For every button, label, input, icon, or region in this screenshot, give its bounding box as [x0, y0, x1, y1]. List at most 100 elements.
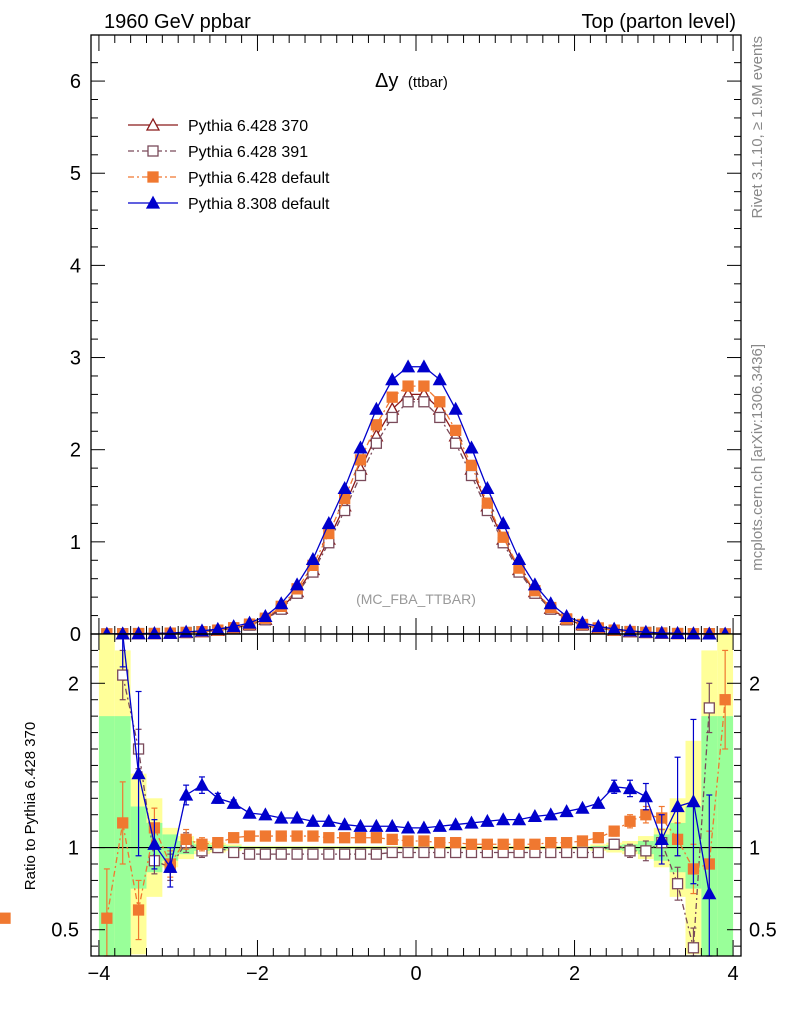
- data-point-marker: [354, 832, 367, 844]
- data-point-marker: [686, 794, 701, 808]
- plot-title-main: Δy: [375, 70, 398, 92]
- legend-label: Pythia 6.428 default: [188, 170, 330, 187]
- data-point-marker: [686, 626, 701, 640]
- data-point-marker: [228, 832, 240, 844]
- data-point-marker: [591, 619, 606, 633]
- data-point-marker: [337, 481, 352, 495]
- data-point-marker: [481, 838, 493, 850]
- data-point-marker: [418, 835, 430, 847]
- legend-entry: Pythia 6.428 default: [128, 170, 330, 187]
- data-point-marker: [228, 846, 240, 859]
- data-point-marker: [400, 820, 416, 834]
- data-point-marker: [624, 815, 636, 827]
- header-right-label: Top (parton level): [581, 11, 736, 33]
- data-point-marker: [242, 805, 257, 819]
- data-point-marker: [290, 810, 305, 824]
- data-point-marker: [543, 596, 558, 610]
- data-point-marker: [465, 459, 478, 472]
- data-point-marker: [242, 615, 257, 629]
- data-point-marker: [369, 401, 384, 415]
- data-point-marker: [243, 830, 256, 842]
- plot-title-suffix: (ttbar): [408, 74, 448, 91]
- data-point-marker: [370, 848, 383, 860]
- data-point-marker: [402, 380, 414, 392]
- ratio-uncertainty-bands: [98, 634, 734, 956]
- data-point-marker: [354, 848, 367, 860]
- data-point-marker: [274, 810, 289, 824]
- data-point-marker: [291, 848, 303, 860]
- data-point-marker: [275, 830, 287, 842]
- main-axis-ticks: 0 1 2 3 4 5 6: [70, 35, 741, 646]
- data-point-marker: [432, 372, 447, 386]
- data-point-marker: [576, 846, 589, 859]
- x-tick-label: 2: [569, 963, 580, 985]
- data-point-marker: [608, 825, 620, 837]
- data-point-marker: [402, 396, 414, 408]
- data-point-marker: [259, 848, 272, 860]
- data-point-marker: [670, 799, 685, 813]
- data-point-marker: [323, 537, 335, 549]
- x-axis-tick-labels: −4 −2 0 2 4: [88, 963, 739, 985]
- data-point-marker: [386, 846, 398, 859]
- data-point-marker: [339, 504, 351, 517]
- data-point-marker: [529, 838, 541, 850]
- data-point-marker: [0, 912, 11, 924]
- plot-title: Δy (ttbar): [375, 70, 448, 92]
- data-point-marker: [147, 171, 159, 183]
- green-band-bin: [98, 716, 115, 956]
- data-point-marker: [449, 424, 462, 436]
- data-point-marker: [543, 807, 558, 821]
- data-point-marker: [448, 401, 463, 415]
- data-point-marker: [290, 577, 305, 591]
- source-label: mcplots.cern.ch [arXiv:1306.3436]: [749, 344, 766, 571]
- data-point-marker: [145, 117, 161, 131]
- ratio-y-tick-label-right: 1: [749, 838, 760, 860]
- x-tick-label: −2: [246, 963, 269, 985]
- header-left-label: 1960 GeV ppbar: [104, 11, 251, 33]
- data-point-marker: [513, 838, 525, 850]
- data-point-marker: [339, 848, 351, 860]
- data-point-marker: [212, 836, 224, 849]
- data-point-marker: [465, 469, 478, 482]
- rivet-version-label: Rivet 3.1.10, ≥ 1.9M events: [749, 36, 766, 219]
- data-point-marker: [370, 419, 383, 431]
- data-point-marker: [559, 608, 574, 622]
- data-point-marker: [496, 516, 511, 530]
- green-band-bin: [717, 716, 734, 956]
- data-point-marker: [369, 818, 384, 832]
- legend: Pythia 6.428 370 Pythia 6.428 391 Pythia 6…: [128, 117, 330, 213]
- data-point-marker: [480, 481, 495, 495]
- x-tick-label: 0: [410, 963, 421, 985]
- main-plot-panel: 0 1 2 3 4 5 6 Δy (ttbar) (MC_FBA_TTBAR) Pythia…: [70, 34, 742, 646]
- data-point-marker: [434, 836, 446, 849]
- data-point-marker: [147, 836, 162, 850]
- data-point-marker: [527, 577, 542, 591]
- y-tick-label: 5: [70, 163, 81, 185]
- data-point-marker: [307, 848, 319, 860]
- legend-label: Pythia 8.308 default: [188, 196, 330, 213]
- y-tick-label: 6: [70, 71, 81, 93]
- data-point-marker: [670, 625, 685, 639]
- y-tick-label: 2: [70, 440, 81, 462]
- legend-entry: Pythia 6.428 370: [128, 117, 308, 135]
- data-point-marker: [323, 832, 335, 844]
- ratio-y-axis-label: Ratio to Pythia 6.428 370: [22, 722, 39, 890]
- data-point-marker: [386, 411, 398, 424]
- data-point-marker: [545, 836, 557, 849]
- x-tick-label: 4: [728, 963, 739, 985]
- data-point-marker: [291, 830, 303, 842]
- data-point-marker: [575, 800, 590, 814]
- data-point-marker: [496, 812, 511, 826]
- data-point-marker: [210, 790, 225, 804]
- legend-label: Pythia 6.428 370: [188, 118, 308, 135]
- ratio-y-tick-label: 0.5: [51, 920, 79, 942]
- data-point-marker: [418, 846, 430, 859]
- data-point-marker: [196, 838, 208, 850]
- data-point-marker: [370, 832, 383, 844]
- data-point-marker: [226, 795, 241, 809]
- data-point-marker: [640, 845, 652, 857]
- data-point-marker: [259, 830, 272, 842]
- data-point-marker: [305, 551, 321, 566]
- main-series-3: [99, 359, 733, 640]
- analysis-watermark: (MC_FBA_TTBAR): [356, 591, 476, 607]
